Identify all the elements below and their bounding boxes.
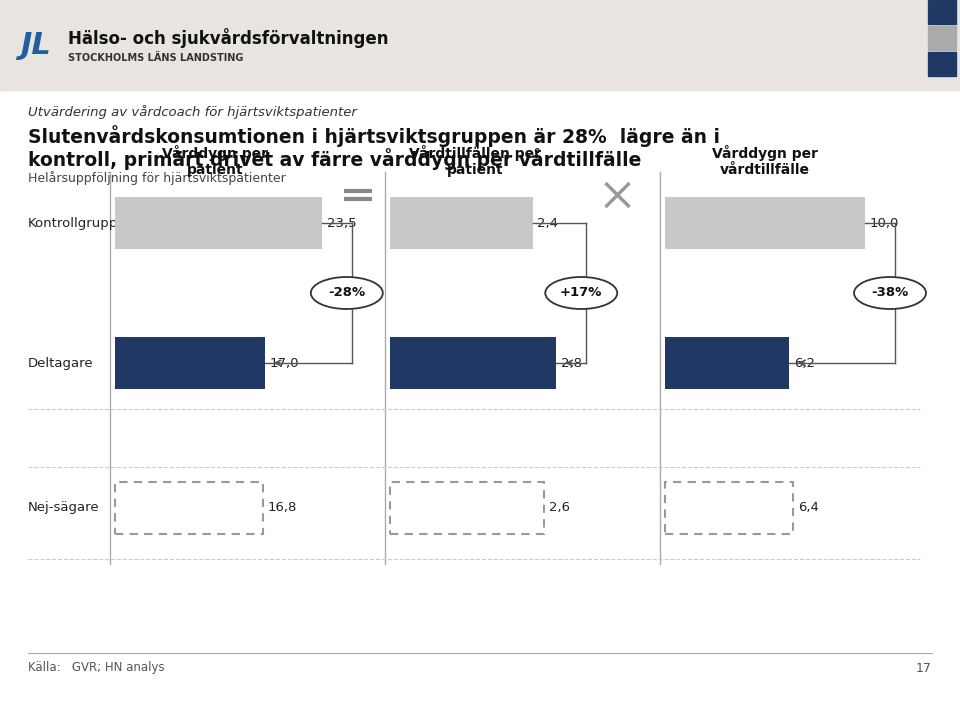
Text: 23,5: 23,5: [326, 217, 356, 229]
Text: Vårddygn per
vårdtillfälle: Vårddygn per vårdtillfälle: [712, 145, 818, 177]
Bar: [928, 26, 956, 50]
Text: 2,4: 2,4: [538, 217, 559, 229]
Text: Vårddygn per
patient: Vårddygn per patient: [162, 145, 268, 177]
Bar: [665, 337, 789, 389]
Text: kontroll, primärt drivet av färre vårddygn per vårdtillfälle: kontroll, primärt drivet av färre vårddy…: [28, 148, 641, 170]
Text: Deltagare: Deltagare: [28, 356, 94, 370]
Text: Vårdtillfällen per
patient: Vårdtillfällen per patient: [409, 145, 541, 177]
Bar: [390, 482, 544, 534]
Text: Utvärdering av vårdcoach för hjärtsviktspatienter: Utvärdering av vårdcoach för hjärtsvikts…: [28, 105, 357, 119]
Text: -28%: -28%: [328, 287, 366, 299]
Text: 10,0: 10,0: [870, 217, 900, 229]
Text: 17,0: 17,0: [270, 356, 300, 370]
Bar: [390, 337, 556, 389]
Bar: [115, 197, 322, 249]
Text: Källa:   GVR; HN analys: Källa: GVR; HN analys: [28, 662, 164, 674]
Text: 16,8: 16,8: [268, 501, 298, 515]
Text: 2,6: 2,6: [549, 501, 570, 515]
Text: JL: JL: [20, 30, 51, 60]
Text: 17: 17: [916, 662, 932, 674]
Ellipse shape: [311, 277, 383, 309]
Text: 6,2: 6,2: [794, 356, 815, 370]
Bar: [928, 0, 956, 24]
Bar: [115, 337, 265, 389]
Bar: [0, 0, 960, 90]
Bar: [665, 482, 793, 534]
Text: STOCKHOLMS LÄNS LANDSTING: STOCKHOLMS LÄNS LANDSTING: [68, 53, 244, 63]
Text: -38%: -38%: [872, 287, 908, 299]
Bar: [390, 197, 533, 249]
Ellipse shape: [545, 277, 617, 309]
Ellipse shape: [854, 277, 926, 309]
Bar: [928, 52, 956, 76]
Text: Hälso- och sjukvårdsförvaltningen: Hälso- och sjukvårdsförvaltningen: [68, 28, 389, 48]
Text: 2,8: 2,8: [562, 356, 583, 370]
Text: Helårsuppföljning för hjärtsviktspatienter: Helårsuppföljning för hjärtsviktspatient…: [28, 171, 286, 185]
Bar: [115, 482, 263, 534]
Text: 6,4: 6,4: [798, 501, 819, 515]
Text: Kontrollgrupp: Kontrollgrupp: [28, 217, 118, 229]
Text: Slutenvårdskonsumtionen i hjärtsviktsgruppen är 28%  lägre än i: Slutenvårdskonsumtionen i hjärtsviktsgru…: [28, 125, 720, 147]
Bar: [665, 197, 865, 249]
Text: +17%: +17%: [560, 287, 603, 299]
Text: Nej-sägare: Nej-sägare: [28, 501, 100, 515]
